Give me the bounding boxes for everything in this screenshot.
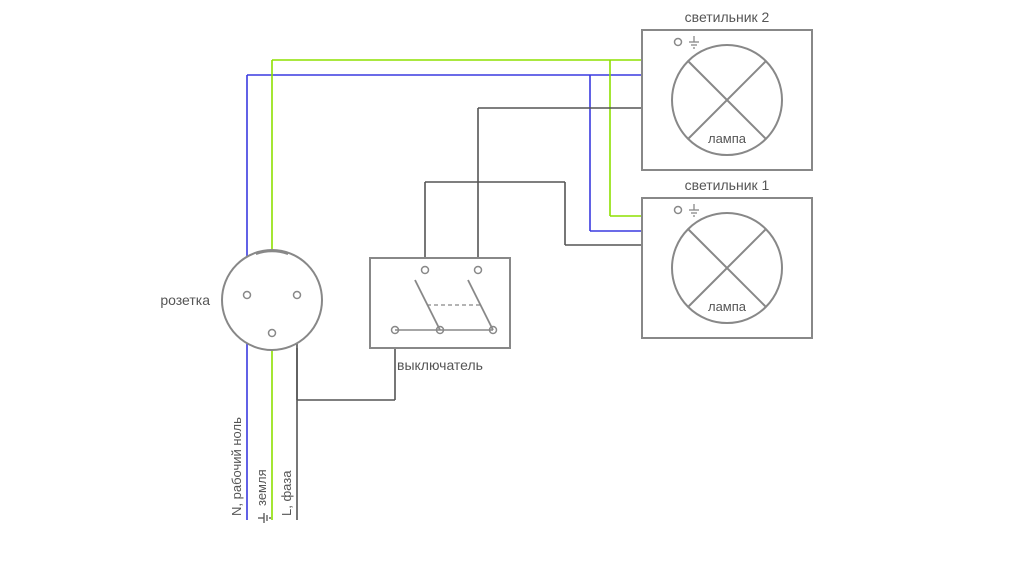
socket-label: розетка [160,292,210,308]
lamp-fixture-1: лампа [642,198,812,338]
ground-label: земля [254,469,269,506]
phase-label: L, фаза [279,470,294,516]
switch [370,258,510,348]
switch-label: выключатель [397,357,483,373]
wiring-diagram: розетка выключатель ламп [0,0,1024,576]
lamp-fixture-1-label: светильник 1 [685,177,770,193]
lamp2-inner-label: лампа [708,131,747,146]
lamp-fixture-2: лампа [642,30,812,170]
neutral-label: N, рабочий ноль [229,417,244,516]
lamp1-inner-label: лампа [708,299,747,314]
lamp-fixture-2-label: светильник 2 [685,9,770,25]
ground-label-group: земля [254,469,270,523]
socket [222,250,322,350]
